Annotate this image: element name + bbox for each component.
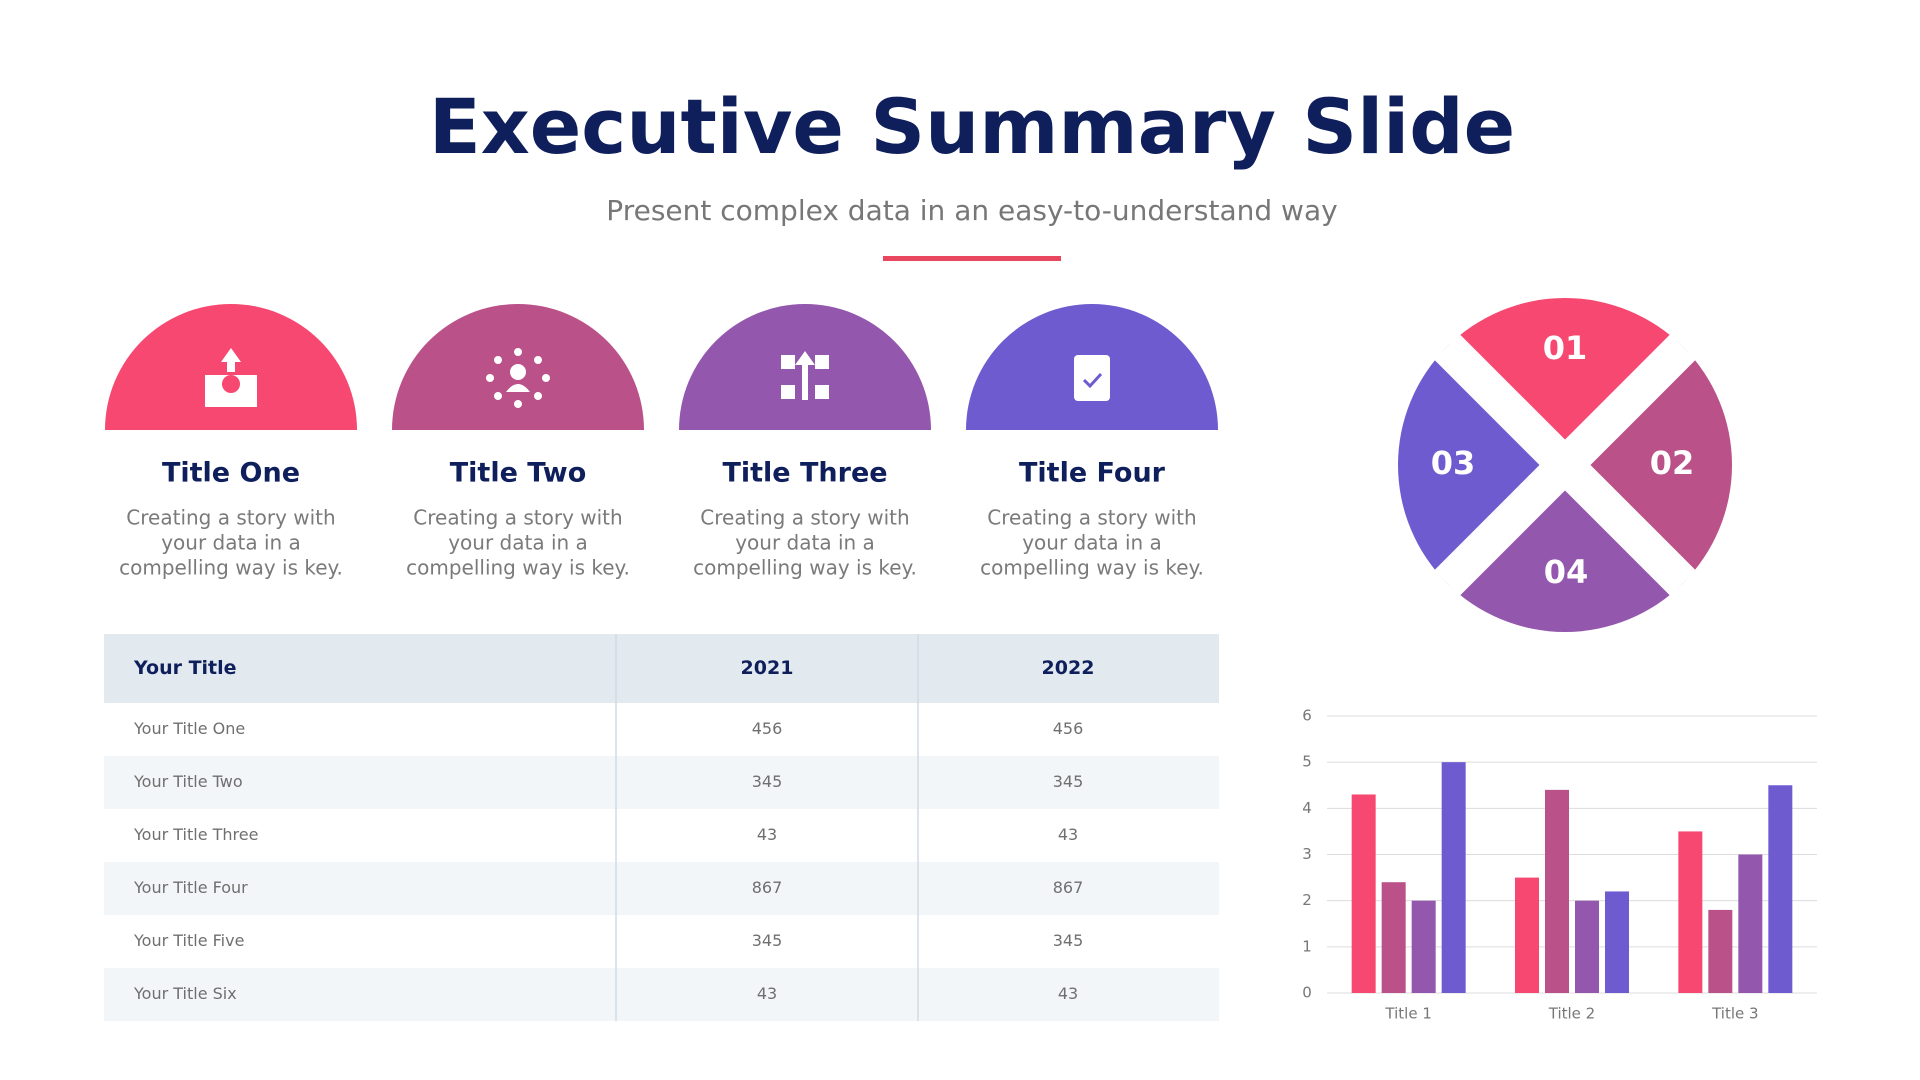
icon [222, 375, 240, 393]
wheel-segment [1565, 346, 1732, 584]
bar [1545, 789, 1569, 993]
wheel-segment [1398, 346, 1565, 584]
card-title: Title Four [1019, 458, 1166, 489]
wheel: 01 02 03 04 [1398, 298, 1732, 632]
bar [1605, 891, 1629, 993]
y-tick-label: 0 [1302, 984, 1312, 1002]
bar-chart: 0 1 2 3 4 5 6 Title 1 Title 2 Title 3 [1302, 707, 1817, 1023]
card-text: compelling way is key. [406, 556, 630, 580]
table-cell: 345 [1053, 931, 1084, 950]
table-cell: 456 [1053, 719, 1084, 738]
icon [534, 356, 542, 364]
card-text: compelling way is key. [693, 556, 917, 580]
table: Your Title 2021 2022 Your Title One 456 456 Yo… [104, 634, 1219, 1021]
wheel-label: 02 [1650, 444, 1695, 482]
bar [1738, 854, 1763, 993]
table-row-bg [104, 756, 1219, 809]
bar [1351, 794, 1376, 993]
table-cell: 43 [1058, 825, 1078, 844]
slide-subtitle: Present complex data in an easy-to-under… [606, 194, 1337, 227]
card-title: Title Three [722, 458, 887, 489]
wheel-segment [1446, 465, 1684, 632]
y-tick-label: 1 [1302, 937, 1312, 955]
icon [514, 348, 522, 356]
bar [1441, 762, 1466, 993]
table-cell: 43 [1058, 984, 1078, 1003]
icon [486, 374, 494, 382]
icon [781, 351, 829, 400]
table-row-bg [104, 968, 1219, 1021]
icon [494, 356, 502, 364]
y-tick-label: 6 [1302, 707, 1312, 725]
table-cell: Your Title Six [133, 984, 237, 1003]
card-title: Title One [162, 458, 300, 489]
table-header-cell: 2022 [1042, 657, 1095, 679]
card-text: compelling way is key. [980, 556, 1204, 580]
icon [1082, 372, 1103, 389]
wheel-gap [1434, 334, 1696, 596]
table-cell: 43 [757, 825, 777, 844]
y-tick-label: 5 [1302, 753, 1312, 771]
table-cell: Your Title Three [133, 825, 258, 844]
table-row-bg [104, 862, 1219, 915]
wheel-label: 03 [1431, 444, 1476, 482]
icon [506, 384, 530, 392]
table-cell: 43 [757, 984, 777, 1003]
x-tick-label: Title 3 [1711, 1005, 1758, 1023]
card-text: Creating a story with [987, 506, 1196, 530]
bar [1708, 909, 1733, 993]
table-cell: 867 [752, 878, 783, 897]
bar [1768, 785, 1793, 993]
bar [1515, 877, 1539, 993]
table-cell: Your Title Four [133, 878, 248, 897]
table-cell: Your Title Two [133, 772, 243, 791]
card-text: your data in a [448, 531, 588, 555]
card-text: Creating a story with [413, 506, 622, 530]
table-header-cell: Your Title [133, 657, 237, 679]
icon [542, 374, 550, 382]
table-cell: Your Title One [133, 719, 245, 738]
card-text: compelling way is key. [119, 556, 343, 580]
table-cell: 867 [1053, 878, 1084, 897]
bar [1411, 900, 1436, 993]
x-tick-label: Title 2 [1548, 1005, 1595, 1023]
table-header-cell: 2021 [741, 657, 794, 679]
icon [534, 392, 542, 400]
y-tick-label: 3 [1302, 845, 1312, 863]
card-text: your data in a [1022, 531, 1162, 555]
table-cell: Your Title Five [133, 931, 244, 950]
card-text: your data in a [735, 531, 875, 555]
slide-title: Executive Summary Slide [429, 82, 1515, 171]
card-title: Title Two [450, 458, 587, 489]
wheel-label: 04 [1544, 553, 1589, 591]
table-cell: 345 [752, 931, 783, 950]
wheel-label: 01 [1543, 329, 1588, 367]
y-tick-label: 2 [1302, 891, 1312, 909]
table-header-bg [104, 634, 1219, 703]
bar [1381, 882, 1406, 993]
table-cell: 345 [1053, 772, 1084, 791]
title-underline [883, 256, 1061, 261]
wheel-segment [1446, 298, 1684, 465]
icon [494, 392, 502, 400]
bar [1575, 900, 1599, 993]
card-text: your data in a [161, 531, 301, 555]
card-text: Creating a story with [700, 506, 909, 530]
table-cell: 456 [752, 719, 783, 738]
icon [514, 400, 522, 408]
icon [1074, 355, 1110, 401]
table-cell: 345 [752, 772, 783, 791]
y-tick-label: 4 [1302, 799, 1312, 817]
icon [510, 364, 526, 380]
x-tick-label: Title 1 [1384, 1005, 1431, 1023]
card-text: Creating a story with [126, 506, 335, 530]
bar [1678, 831, 1703, 993]
